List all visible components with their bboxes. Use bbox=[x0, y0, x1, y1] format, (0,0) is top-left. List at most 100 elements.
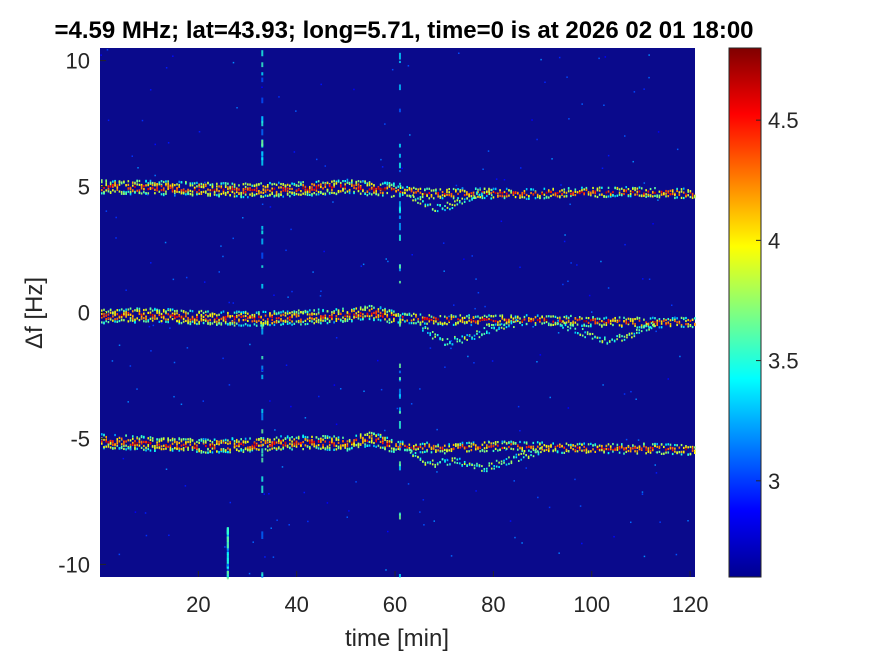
trace-point bbox=[200, 192, 203, 196]
trace-point bbox=[306, 192, 309, 195]
trace-point bbox=[554, 315, 557, 318]
trace-point bbox=[191, 448, 194, 451]
trace-point bbox=[224, 321, 227, 324]
trace-point bbox=[278, 181, 280, 184]
trace-point bbox=[477, 190, 479, 194]
noise-point bbox=[401, 167, 403, 170]
trace-point bbox=[120, 443, 123, 446]
trace-point bbox=[676, 187, 678, 191]
streak-mark bbox=[261, 365, 264, 372]
secondary-trace-point bbox=[466, 334, 468, 337]
noise-point bbox=[285, 249, 287, 252]
trace-point bbox=[370, 441, 373, 444]
trace-point bbox=[660, 326, 663, 329]
secondary-trace-point bbox=[522, 456, 525, 459]
trace-point bbox=[353, 441, 355, 444]
trace-point bbox=[127, 308, 130, 311]
trace-point bbox=[508, 318, 510, 321]
trace-point bbox=[656, 442, 658, 446]
trace-point bbox=[331, 186, 333, 189]
trace-point bbox=[120, 182, 123, 185]
trace-point bbox=[200, 319, 203, 322]
secondary-trace-point bbox=[517, 453, 520, 456]
trace-point bbox=[339, 447, 342, 450]
noise-point bbox=[495, 178, 498, 180]
trace-point bbox=[313, 312, 316, 316]
trace-point bbox=[656, 445, 658, 448]
trace-point bbox=[625, 450, 628, 454]
trace-point bbox=[200, 191, 203, 194]
colorbar-tick-label: 3.5 bbox=[768, 349, 799, 374]
trace-point bbox=[140, 313, 143, 316]
noise-point bbox=[655, 451, 658, 454]
trace-point bbox=[587, 316, 590, 320]
trace-point bbox=[583, 442, 585, 445]
trace-point bbox=[660, 443, 663, 446]
trace-point bbox=[384, 312, 386, 316]
trace-point bbox=[384, 182, 386, 185]
trace-point bbox=[408, 446, 411, 450]
trace-point bbox=[222, 450, 225, 453]
streak-mark bbox=[261, 476, 264, 482]
trace-point bbox=[486, 444, 488, 447]
trace-point bbox=[218, 440, 220, 443]
trace-point bbox=[694, 451, 696, 455]
trace-point bbox=[171, 314, 174, 317]
trace-point bbox=[547, 189, 550, 192]
trace-point bbox=[585, 320, 588, 323]
trace-point bbox=[326, 188, 329, 191]
trace-point bbox=[134, 321, 136, 324]
trace-point bbox=[678, 446, 681, 449]
trace-point bbox=[156, 446, 158, 449]
secondary-trace-point bbox=[434, 463, 436, 466]
trace-point bbox=[308, 441, 311, 445]
noise-point bbox=[315, 158, 318, 161]
secondary-trace-point bbox=[431, 331, 434, 334]
trace-point bbox=[625, 190, 628, 193]
secondary-trace-point bbox=[449, 342, 451, 345]
trace-point bbox=[687, 325, 689, 328]
noise-point bbox=[218, 271, 220, 273]
trace-point bbox=[636, 446, 639, 449]
trace-point bbox=[182, 320, 185, 323]
noise-point bbox=[185, 276, 188, 279]
trace-point bbox=[424, 192, 426, 195]
noise-point bbox=[566, 76, 568, 78]
trace-point bbox=[300, 181, 302, 184]
streak-mark bbox=[398, 201, 401, 208]
secondary-trace-point bbox=[417, 201, 419, 204]
trace-point bbox=[501, 317, 504, 320]
trace-point bbox=[169, 309, 172, 312]
trace-point bbox=[488, 317, 490, 321]
trace-point bbox=[636, 193, 639, 196]
trace-point bbox=[311, 440, 313, 443]
secondary-trace-point bbox=[427, 331, 429, 334]
noise-point bbox=[679, 355, 681, 358]
secondary-trace-point bbox=[581, 328, 584, 331]
trace-point bbox=[359, 443, 362, 446]
trace-point bbox=[680, 453, 683, 456]
secondary-trace-point bbox=[431, 463, 434, 466]
trace-point bbox=[605, 323, 608, 327]
secondary-trace-point bbox=[490, 194, 493, 197]
x-tick-label: 40 bbox=[284, 592, 308, 617]
trace-point bbox=[304, 185, 307, 188]
secondary-trace-point bbox=[527, 457, 530, 460]
trace-point bbox=[289, 184, 291, 187]
trace-point bbox=[295, 184, 298, 187]
trace-point bbox=[196, 440, 198, 444]
trace-point bbox=[167, 182, 169, 185]
trace-point bbox=[233, 185, 236, 188]
trace-point bbox=[151, 309, 154, 312]
noise-point bbox=[232, 302, 235, 304]
trace-point bbox=[308, 185, 311, 189]
trace-point bbox=[342, 320, 344, 323]
y-tick-label: 5 bbox=[78, 175, 90, 200]
noise-point bbox=[519, 266, 521, 269]
trace-point bbox=[156, 441, 158, 444]
trace-point bbox=[129, 439, 132, 442]
trace-point bbox=[209, 193, 212, 196]
trace-point bbox=[486, 318, 488, 321]
trace-point bbox=[366, 182, 369, 185]
trace-point bbox=[204, 438, 207, 441]
